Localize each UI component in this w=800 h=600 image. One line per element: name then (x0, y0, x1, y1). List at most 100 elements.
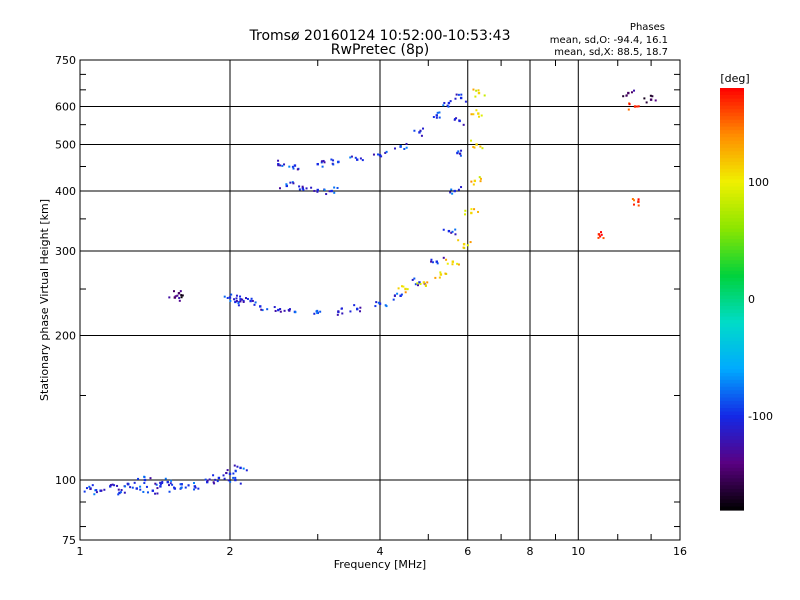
colorbar-segment (720, 457, 744, 462)
colorbar-segment (720, 429, 744, 434)
data-point (600, 233, 603, 236)
data-point (469, 241, 472, 244)
data-point (599, 235, 602, 238)
data-point (235, 297, 238, 300)
data-point (223, 295, 226, 298)
colorbar-segment (720, 362, 744, 367)
data-point (279, 310, 282, 313)
data-point (316, 162, 319, 166)
data-point (472, 113, 475, 116)
colorbar-segment (720, 175, 744, 181)
data-point (457, 150, 460, 153)
data-point (420, 134, 423, 137)
colorbar-segment (720, 386, 744, 392)
data-point (100, 489, 103, 492)
data-point (259, 305, 262, 308)
data-point (418, 281, 421, 284)
colorbar-segment (720, 471, 744, 476)
data-point (359, 310, 362, 313)
data-point (288, 309, 291, 312)
data-point (475, 89, 478, 92)
data-point (88, 485, 91, 488)
x-tick-label: 8 (527, 545, 534, 558)
colorbar-segment (720, 214, 744, 219)
data-point (109, 485, 112, 488)
data-point (355, 158, 359, 161)
data-point (305, 187, 308, 190)
data-point (419, 282, 422, 285)
data-point (470, 180, 473, 183)
data-point (146, 491, 149, 494)
data-point (159, 483, 162, 486)
data-point (466, 244, 469, 247)
data-point (449, 100, 452, 103)
data-point (237, 302, 240, 305)
colorbar-segment (720, 172, 744, 177)
data-point (156, 487, 159, 490)
data-point (453, 189, 456, 193)
data-point (233, 298, 236, 301)
data-point (251, 299, 254, 302)
data-point (651, 95, 654, 98)
colorbar-segment (720, 137, 744, 142)
data-point (446, 262, 449, 265)
data-point (119, 491, 122, 494)
data-point (396, 292, 399, 295)
data-point (451, 192, 454, 195)
data-point (239, 300, 242, 303)
colorbar-segment (720, 263, 744, 268)
data-point (353, 304, 356, 307)
data-point (170, 479, 173, 482)
data-point (293, 164, 297, 167)
data-point (232, 476, 235, 479)
data-point (232, 472, 235, 475)
data-point (254, 301, 257, 304)
data-point (117, 493, 120, 496)
data-point (143, 482, 146, 485)
data-point (292, 182, 295, 185)
data-point (319, 310, 322, 313)
colorbar-segment (720, 379, 744, 384)
data-point (283, 163, 286, 166)
y-tick-label: 600 (55, 101, 76, 114)
data-point (479, 177, 482, 180)
data-point (472, 183, 475, 186)
colorbar-segment (720, 320, 744, 325)
colorbar-segment (720, 126, 744, 131)
data-point (285, 184, 288, 188)
data-point (430, 260, 433, 263)
data-point (328, 190, 331, 193)
data-point (422, 281, 426, 284)
colorbar: 100 0 -100 (720, 88, 773, 511)
y-tick-label: 500 (55, 139, 76, 152)
data-point (298, 185, 301, 188)
data-point (399, 144, 402, 147)
data-point (123, 491, 126, 494)
colorbar-segment (720, 260, 744, 265)
data-point (643, 97, 646, 100)
colorbar-segment (720, 348, 744, 353)
data-point (242, 467, 245, 470)
data-point (172, 290, 175, 293)
data-point (250, 297, 253, 300)
colorbar-segment (720, 249, 744, 254)
data-point (323, 188, 326, 191)
data-point (470, 113, 473, 116)
data-point (637, 204, 640, 207)
data-point (479, 180, 482, 183)
data-point (206, 479, 209, 482)
data-point (356, 307, 359, 310)
data-point (464, 100, 467, 103)
colorbar-tick-label: 100 (748, 176, 769, 189)
colorbar-label: [deg] (720, 72, 749, 85)
data-point (337, 310, 340, 313)
data-point (155, 483, 158, 486)
data-point (129, 486, 132, 489)
data-point (145, 485, 148, 488)
colorbar-segment (720, 358, 744, 363)
colorbar-segment (720, 267, 744, 272)
data-point (117, 488, 120, 491)
data-point (333, 186, 336, 189)
colorbar-segment (720, 372, 744, 377)
